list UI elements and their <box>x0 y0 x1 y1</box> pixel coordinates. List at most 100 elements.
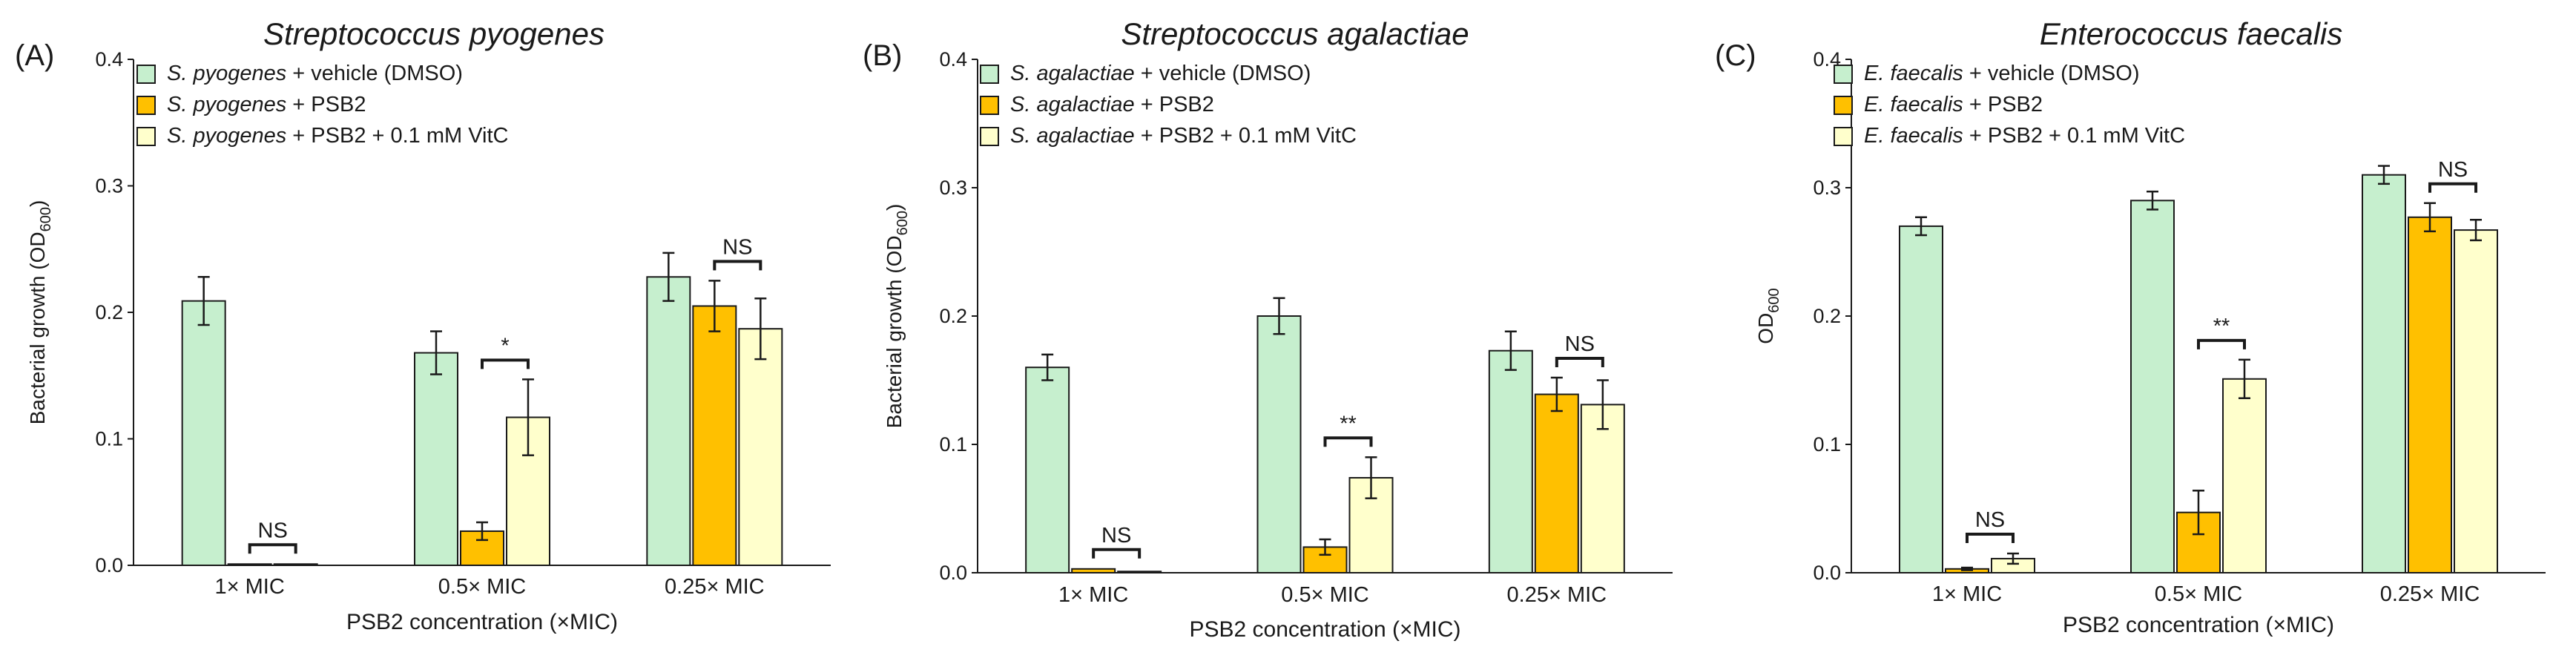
legend-treatment: + PSB2 + 0.1 mM VitC <box>286 124 508 148</box>
category-label: 0.25× MIC <box>1507 583 1607 607</box>
x-axis-label: PSB2 concentration (×MIC) <box>2063 613 2334 637</box>
y-tick-label: 0.4 <box>939 48 967 70</box>
significance-label: NS <box>258 519 288 542</box>
bar <box>2454 229 2498 573</box>
y-axis-label-subscript: 600 <box>895 211 911 235</box>
significance-bracket <box>1092 548 1142 559</box>
category-label: 1× MIC <box>1932 582 2002 606</box>
bar <box>1580 404 1625 573</box>
y-tick-label: 0.1 <box>1813 433 1841 456</box>
legend-swatch <box>136 65 156 84</box>
legend-label: E. faecalis + PSB2 + 0.1 mM VitC <box>1864 124 2185 148</box>
legend-treatment: + PSB2 + 0.1 mM VitC <box>1963 124 2185 148</box>
legend-treatment: + vehicle (DMSO) <box>286 62 463 85</box>
legend-treatment: + PSB2 <box>1963 93 2043 116</box>
y-tick-label: 0.2 <box>1813 305 1841 327</box>
panel-letter: (C) <box>1715 39 1756 72</box>
legend-treatment: + vehicle (DMSO) <box>1963 62 2140 85</box>
significance-bracket <box>713 260 762 271</box>
legend-species: S. agalactiae <box>1010 124 1135 148</box>
category-label: 0.25× MIC <box>665 575 765 599</box>
significance-bracket <box>2197 338 2246 349</box>
significance-label: ** <box>2213 315 2230 338</box>
bar <box>1025 366 1070 573</box>
y-tick-label: 0.0 <box>95 554 123 576</box>
category-label: 0.5× MIC <box>1281 583 1368 607</box>
y-axis-label-end: ) <box>26 200 49 207</box>
bar <box>1534 393 1579 574</box>
y-axis-label: OD600 <box>1754 288 1782 343</box>
y-tick-label: 0.1 <box>95 428 123 450</box>
y-axis-label: Bacterial growth (OD600) <box>883 204 911 429</box>
significance-label: NS <box>2438 158 2468 182</box>
bar <box>692 305 737 566</box>
bar <box>227 563 272 566</box>
significance-label: NS <box>1101 524 1131 548</box>
y-axis-label-main: Bacterial growth (OD <box>883 235 906 428</box>
bar <box>1256 315 1302 573</box>
chart-panel-2: (B) Streptococcus agalactiae 0.0 0.1 0.2 0.3 0… <box>863 16 1673 642</box>
legend-label: S. pyogenes + PSB2 <box>167 93 366 116</box>
y-axis-label: Bacterial growth (OD600) <box>26 200 54 425</box>
bar <box>1117 571 1162 574</box>
legend-label: S. agalactiae + vehicle (DMSO) <box>1010 62 1311 85</box>
y-axis-label-subscript: 600 <box>1766 288 1782 312</box>
y-axis-label-main: Bacterial growth (OD <box>26 231 49 424</box>
legend-swatch <box>980 65 999 84</box>
category-label: 0.25× MIC <box>2380 582 2480 606</box>
y-axis-label-end: ) <box>883 204 906 211</box>
significance-bracket <box>2428 182 2477 193</box>
y-axis-label-subscript: 600 <box>38 207 54 231</box>
significance-bracket <box>1966 533 2015 544</box>
significance-bracket <box>1323 436 1373 447</box>
category-label: 0.5× MIC <box>438 575 526 599</box>
bar <box>414 352 458 566</box>
category-label: 1× MIC <box>1058 583 1128 607</box>
significance-label: NS <box>1565 332 1595 356</box>
significance-bracket <box>1555 357 1604 368</box>
legend-label: S. agalactiae + PSB2 + 0.1 mM VitC <box>1010 124 1357 148</box>
legend-treatment: + PSB2 + 0.1 mM VitC <box>1135 124 1357 148</box>
legend-swatch <box>136 96 156 115</box>
legend-label: E. faecalis + vehicle (DMSO) <box>1864 62 2140 85</box>
significance-label: NS <box>722 235 752 259</box>
x-axis-label: PSB2 concentration (×MIC) <box>346 610 618 634</box>
legend-swatch <box>980 96 999 115</box>
y-axis-label-main: OD <box>1754 313 1777 344</box>
bar <box>1899 225 1943 573</box>
bar <box>273 563 318 566</box>
y-tick-label: 0.3 <box>1813 177 1841 199</box>
chart-panel-3: (C)Enterococcus faecalis0.00.10.20.30.4O… <box>1715 16 2546 637</box>
chart-panel-1: (A) Streptococcus pyogenes 0.0 0.1 0.2 0.3 0.4… <box>15 16 831 634</box>
legend-treatment: + PSB2 <box>1135 93 1214 116</box>
significance-bracket <box>481 358 530 369</box>
category-label: 1× MIC <box>215 575 285 599</box>
y-tick-label: 0.0 <box>939 562 967 584</box>
legend-species: E. faecalis <box>1864 62 1963 85</box>
bar <box>2222 378 2267 573</box>
bar <box>2362 174 2406 573</box>
bar <box>646 276 691 566</box>
legend-treatment: + PSB2 <box>286 93 366 116</box>
legend-label: S. pyogenes + PSB2 + 0.1 mM VitC <box>167 124 509 148</box>
legend-species: S. agalactiae <box>1010 62 1135 85</box>
legend-species: S. pyogenes <box>167 93 286 116</box>
bar <box>1488 349 1533 573</box>
legend-swatch <box>1834 96 1853 115</box>
x-axis-label: PSB2 concentration (×MIC) <box>1190 617 1461 642</box>
bar <box>181 300 226 566</box>
legend-species: E. faecalis <box>1864 93 1963 116</box>
chart-title: Enterococcus faecalis <box>2040 16 2343 51</box>
y-tick-label: 0.3 <box>939 177 967 199</box>
legend-label: S. agalactiae + PSB2 <box>1010 93 1214 116</box>
bar <box>460 530 504 567</box>
legend-treatment: + vehicle (DMSO) <box>1135 62 1311 85</box>
panel-letter: (A) <box>15 39 54 72</box>
legend-species: E. faecalis <box>1864 124 1963 148</box>
significance-label: NS <box>1975 508 2005 532</box>
chart-title: Streptococcus agalactiae <box>1121 16 1469 51</box>
bar <box>2130 200 2175 573</box>
legend-swatch <box>980 127 999 146</box>
legend-label: E. faecalis + PSB2 <box>1864 93 2043 116</box>
legend-swatch <box>1834 65 1853 84</box>
